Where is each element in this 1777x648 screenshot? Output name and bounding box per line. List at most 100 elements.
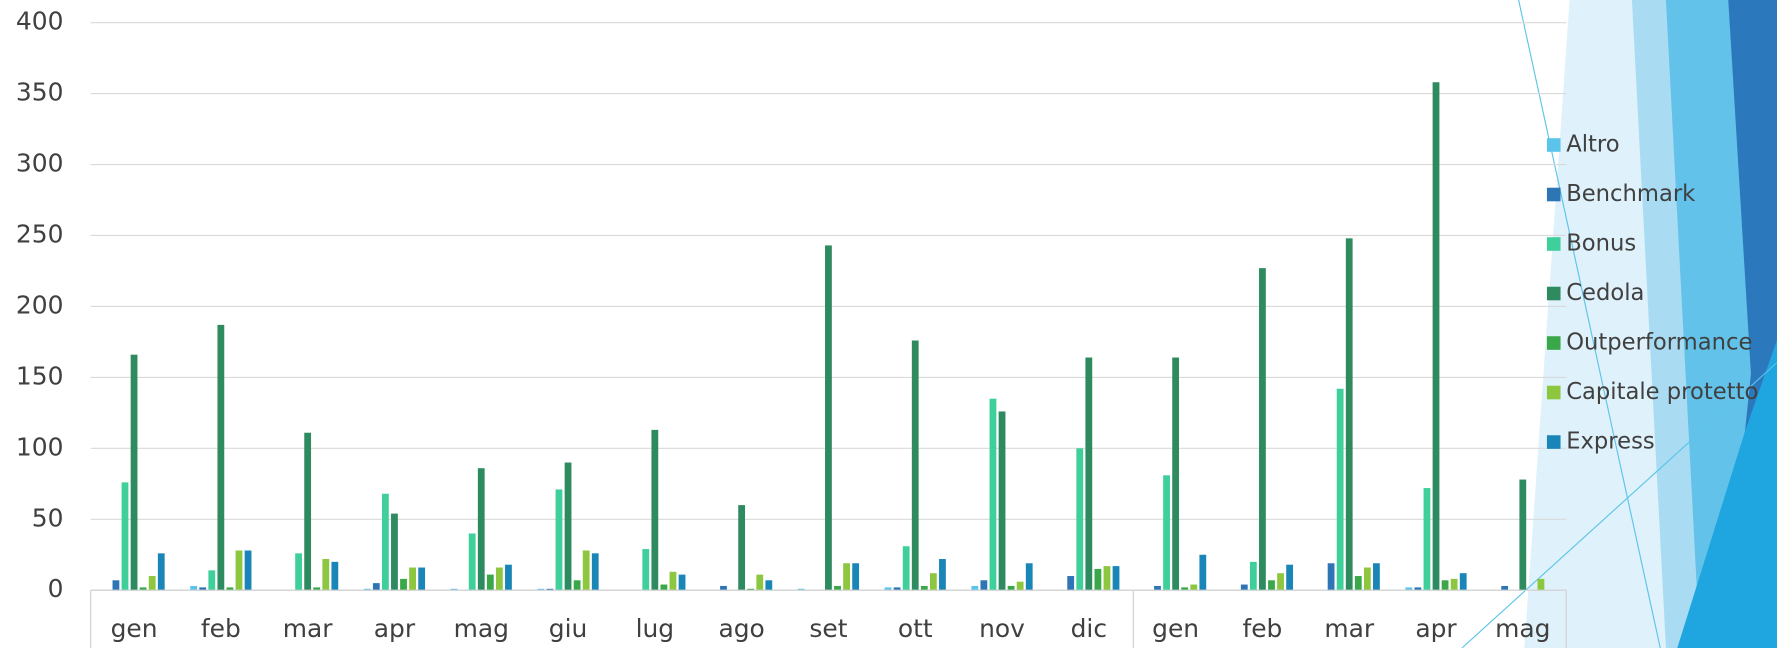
- y-tick-label: 400: [16, 7, 64, 36]
- bar: [911, 340, 919, 591]
- bar: [1112, 566, 1120, 591]
- x-tick-label: feb: [1242, 614, 1282, 643]
- legend-label: Express: [1566, 429, 1654, 455]
- bar: [1163, 475, 1170, 591]
- y-tick-label: 100: [16, 432, 64, 461]
- bar: [1354, 576, 1362, 591]
- bar: [217, 324, 225, 591]
- y-tick-label: 200: [16, 290, 64, 319]
- legend-label: Cedola: [1566, 280, 1644, 306]
- bar: [1501, 585, 1509, 591]
- bar: [121, 482, 129, 591]
- decoration: [1461, 0, 1777, 648]
- bar: [322, 559, 330, 591]
- bar: [1016, 581, 1024, 591]
- bar: [1423, 488, 1431, 591]
- y-tick-label: 0: [48, 574, 64, 603]
- bar: [130, 354, 138, 591]
- x-tick-label: mag: [1495, 614, 1550, 643]
- legend-swatch: [1546, 237, 1561, 251]
- bar: [1190, 584, 1198, 591]
- y-tick-label: 300: [16, 149, 64, 178]
- x-tick-label: mag: [454, 614, 509, 643]
- bar: [1268, 580, 1275, 591]
- bar: [1459, 573, 1467, 591]
- bar: [1277, 573, 1284, 591]
- bar: [825, 245, 832, 591]
- bar: [884, 587, 892, 591]
- bar: [939, 559, 946, 591]
- legend-label: Altro: [1566, 132, 1619, 158]
- bar: [929, 573, 937, 591]
- bar: [400, 578, 407, 591]
- legend-swatch: [1546, 286, 1561, 301]
- bar: [1025, 563, 1033, 591]
- legend-swatch: [1546, 336, 1561, 350]
- x-tick-label: gen: [1152, 614, 1199, 643]
- bar: [468, 533, 476, 591]
- bar: [244, 550, 252, 591]
- bar: [112, 580, 120, 591]
- legend-label: Bonus: [1566, 231, 1636, 257]
- bar: [660, 584, 668, 591]
- bar: [980, 580, 988, 591]
- legend-label: Outperformance: [1566, 330, 1752, 356]
- y-tick-label: 150: [16, 361, 64, 390]
- bar: [372, 583, 380, 591]
- legend-swatch: [1546, 138, 1561, 152]
- bar: [852, 563, 860, 591]
- bar: [208, 570, 216, 591]
- bar: [797, 588, 805, 591]
- bar: [989, 398, 997, 591]
- x-tick-label: ago: [718, 614, 764, 643]
- bar: [1154, 585, 1161, 591]
- y-tick-label: 250: [16, 219, 64, 248]
- bar: [1259, 268, 1266, 591]
- bar: [1181, 587, 1189, 591]
- bar: [555, 489, 563, 591]
- y-tick-label: 350: [16, 78, 64, 107]
- bar: [591, 553, 599, 591]
- x-tick-label: gen: [111, 614, 158, 643]
- bar: [1441, 580, 1449, 591]
- x-tick-label: dic: [1071, 614, 1107, 643]
- y-tick-label: 50: [32, 503, 64, 532]
- x-tick-label: apr: [1415, 614, 1457, 643]
- bar: [573, 580, 581, 591]
- bar: [157, 553, 165, 591]
- bar: [971, 585, 979, 591]
- bar: [834, 585, 841, 591]
- bar: [651, 429, 659, 591]
- bar: [642, 549, 650, 591]
- bar: [148, 576, 156, 591]
- bar: [920, 585, 928, 591]
- bar: [998, 411, 1006, 591]
- bar: [450, 588, 458, 591]
- x-tick-label: mar: [283, 614, 334, 643]
- bar: [1094, 568, 1102, 591]
- legend-swatch: [1546, 435, 1561, 449]
- legend-label: Benchmark: [1566, 181, 1696, 207]
- plot-area: 0 50 100 150 200 250 300 350 400 gen feb mar apr mag g…: [16, 7, 1567, 643]
- bar: [391, 513, 398, 591]
- bar: [1450, 578, 1458, 591]
- bar: [1286, 564, 1294, 591]
- bar: [495, 567, 503, 591]
- x-tick-label: feb: [201, 614, 241, 643]
- bar: [1327, 563, 1335, 591]
- bar: [546, 588, 554, 591]
- bar: [1373, 563, 1380, 591]
- bar: [902, 546, 910, 591]
- x-tick-label: mar: [1324, 614, 1375, 643]
- bar: [1199, 554, 1207, 591]
- bar: [1240, 584, 1248, 591]
- bar: [313, 587, 321, 591]
- bar: [486, 574, 494, 591]
- bar: [477, 468, 485, 591]
- bar: [1345, 238, 1353, 591]
- bar: [1363, 567, 1371, 591]
- bar: [190, 585, 198, 591]
- x-tick-label: giu: [549, 614, 588, 643]
- legend-swatch: [1546, 187, 1561, 202]
